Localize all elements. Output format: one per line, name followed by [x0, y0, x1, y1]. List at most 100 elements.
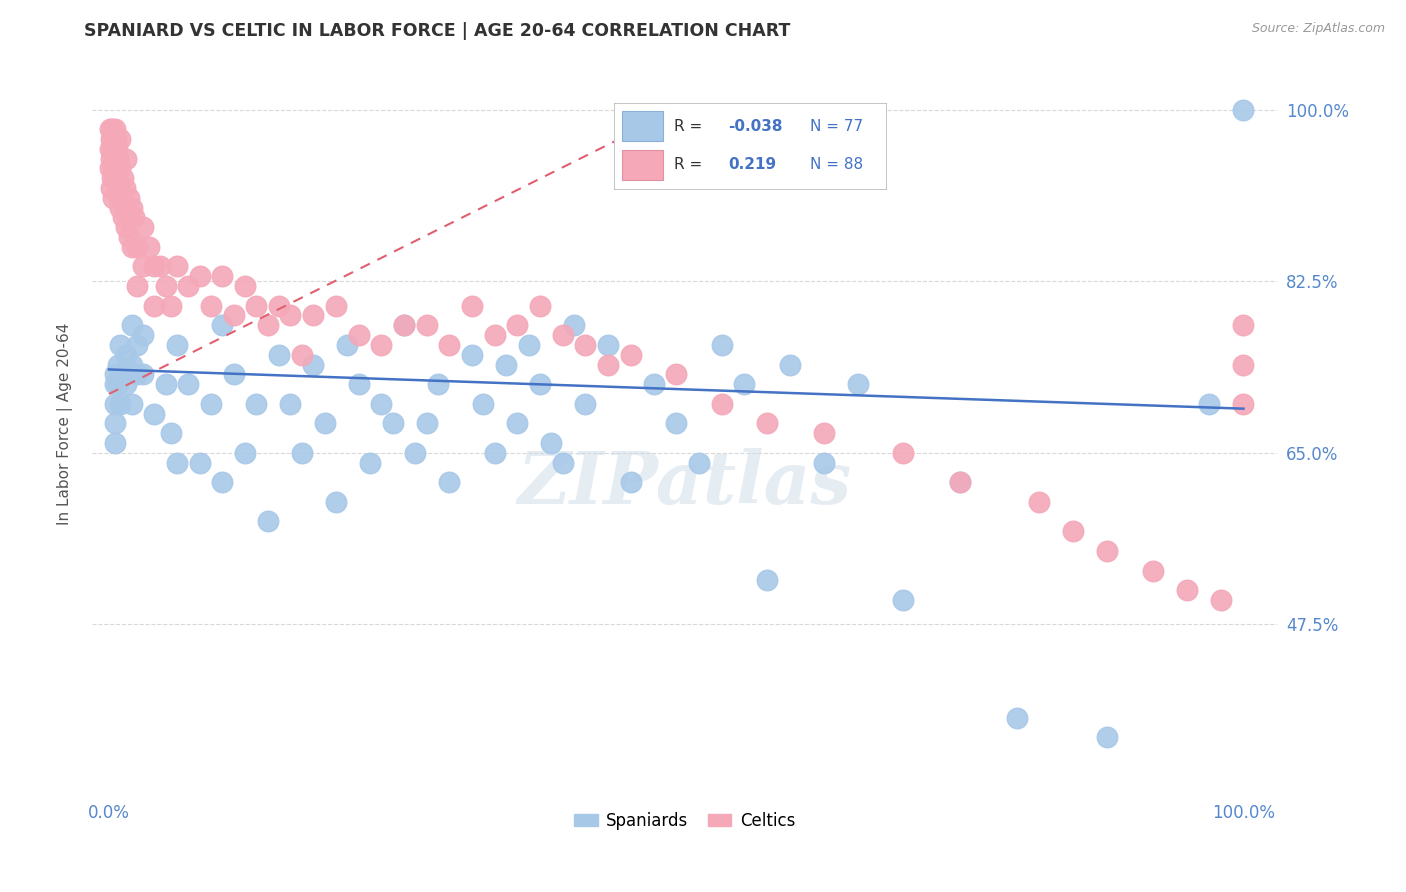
Point [280, 309, 302, 323]
Point [118, 230, 141, 244]
Point [540, 436, 562, 450]
Point [104, 142, 127, 156]
Point [1028, 495, 1050, 509]
Point [127, 279, 149, 293]
Point [233, 279, 256, 293]
Point [110, 338, 132, 352]
Point [104, 171, 127, 186]
Point [160, 299, 183, 313]
Point [1005, 711, 1028, 725]
Point [200, 299, 222, 313]
Point [132, 328, 155, 343]
Point [949, 475, 972, 490]
Point [115, 220, 138, 235]
Point [233, 446, 256, 460]
Point [1232, 103, 1254, 117]
Point [104, 122, 127, 136]
Point [392, 318, 415, 333]
Point [127, 240, 149, 254]
Point [1232, 397, 1254, 411]
Point [484, 446, 506, 460]
Point [177, 377, 200, 392]
Point [155, 279, 177, 293]
Point [104, 377, 127, 392]
Point [688, 456, 710, 470]
Point [107, 377, 129, 392]
Point [115, 377, 138, 392]
Point [177, 279, 200, 293]
Point [529, 299, 551, 313]
Point [392, 318, 415, 333]
Point [211, 475, 233, 490]
Point [103, 132, 125, 146]
Point [370, 338, 392, 352]
Point [813, 426, 835, 441]
Point [1062, 524, 1084, 539]
Point [643, 377, 665, 392]
Point [891, 446, 914, 460]
Point [359, 456, 381, 470]
Point [517, 338, 540, 352]
Point [347, 377, 370, 392]
Point [127, 338, 149, 352]
Point [104, 368, 127, 382]
Point [160, 426, 183, 441]
Point [495, 358, 517, 372]
Point [529, 377, 551, 392]
Point [562, 318, 585, 333]
Point [665, 417, 688, 431]
Point [325, 299, 347, 313]
Point [166, 456, 188, 470]
Point [598, 338, 620, 352]
Point [121, 240, 143, 254]
Point [574, 338, 596, 352]
Point [100, 132, 122, 146]
Point [107, 181, 129, 195]
Point [813, 456, 835, 470]
Point [620, 475, 643, 490]
Point [1097, 731, 1119, 745]
Point [551, 456, 574, 470]
Point [104, 417, 127, 431]
Point [846, 377, 869, 392]
Point [143, 407, 166, 421]
Point [484, 328, 506, 343]
Point [222, 309, 245, 323]
Point [314, 417, 336, 431]
Point [103, 161, 125, 176]
Point [155, 377, 177, 392]
Point [104, 161, 127, 176]
Point [115, 348, 138, 362]
Point [256, 515, 278, 529]
Point [115, 152, 138, 166]
Point [138, 240, 160, 254]
Point [114, 181, 136, 195]
Point [107, 152, 129, 166]
Point [101, 142, 124, 156]
Point [381, 417, 404, 431]
Point [269, 348, 291, 362]
Point [143, 260, 166, 274]
Point [121, 318, 143, 333]
Point [461, 299, 484, 313]
Point [100, 181, 122, 195]
Point [733, 377, 755, 392]
Point [108, 191, 131, 205]
Point [439, 475, 461, 490]
Point [98, 122, 121, 136]
Point [222, 368, 245, 382]
Point [127, 368, 149, 382]
Point [755, 574, 778, 588]
Point [302, 309, 325, 323]
Point [1198, 397, 1220, 411]
Point [949, 475, 972, 490]
Point [98, 142, 121, 156]
Point [98, 161, 121, 176]
Point [118, 191, 141, 205]
Point [121, 397, 143, 411]
Point [269, 299, 291, 313]
Point [891, 593, 914, 607]
Point [710, 338, 733, 352]
Point [111, 211, 134, 225]
Point [1097, 544, 1119, 558]
